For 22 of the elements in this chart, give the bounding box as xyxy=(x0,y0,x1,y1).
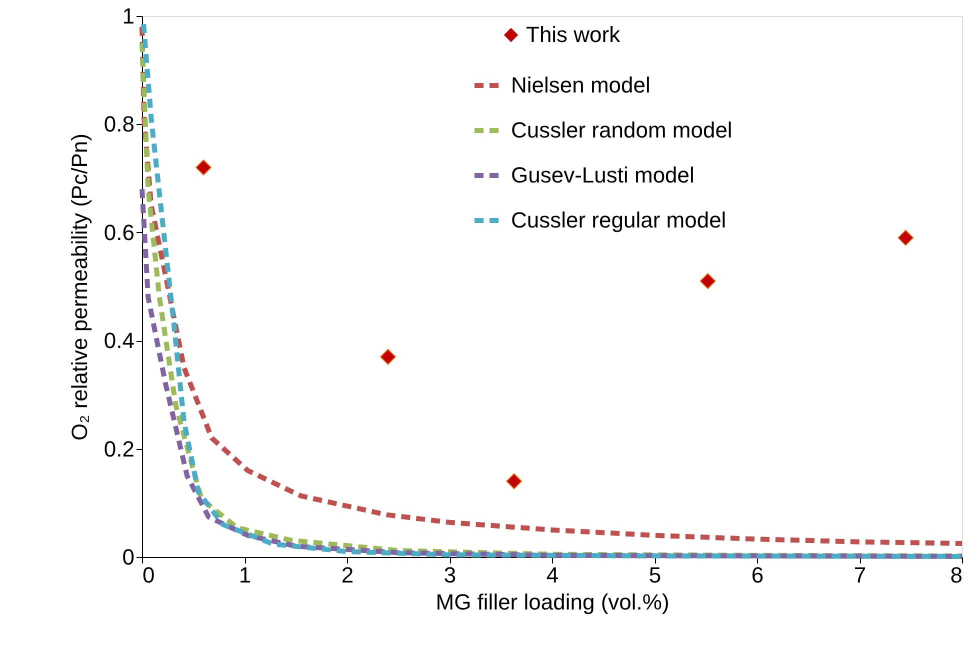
y-tick-label: 0.6 xyxy=(104,220,134,245)
x-axis-title: MG filler loading (vol.%) xyxy=(436,590,670,614)
legend-label: Gusev-Lusti model xyxy=(511,162,694,188)
y-axis-title: O₂ relative permeability (Pc/Pn) xyxy=(66,134,92,440)
y-tick-label: 0.2 xyxy=(104,436,134,462)
y-tick-label: 0 xyxy=(122,544,134,570)
legend-label: Cussler regular model xyxy=(511,208,726,232)
legend-label: This work xyxy=(526,22,622,47)
x-tick-label: 5 xyxy=(648,562,662,588)
y-tick-label: 1 xyxy=(122,4,134,28)
x-tick-label: 6 xyxy=(751,562,764,588)
legend-label: Cussler random model xyxy=(511,118,732,142)
x-tick-label: 0 xyxy=(142,562,155,588)
x-tick-label: 7 xyxy=(854,562,866,588)
x-tick-label: 4 xyxy=(546,562,559,588)
x-tick-label: 3 xyxy=(444,562,456,588)
legend-label: Nielsen model xyxy=(511,72,650,98)
y-tick-label: 0.8 xyxy=(104,112,134,137)
y-tick-label: 0.4 xyxy=(104,328,134,354)
x-tick-label: 2 xyxy=(341,562,354,588)
x-tick-label: 8 xyxy=(950,562,962,588)
x-tick-label: 1 xyxy=(238,562,252,588)
